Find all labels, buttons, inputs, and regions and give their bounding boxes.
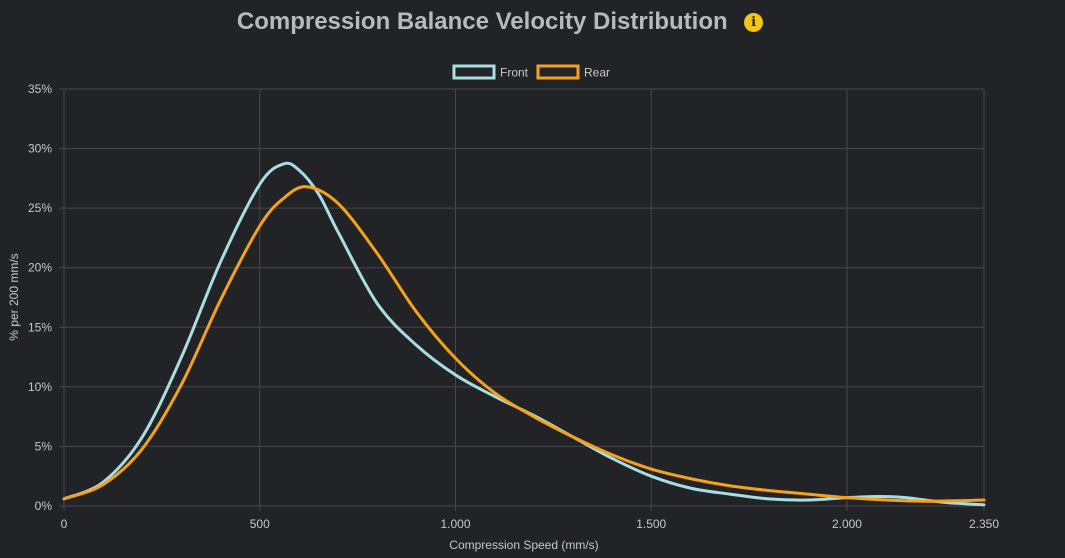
legend-label-rear: Rear bbox=[584, 66, 610, 80]
x-tick-label: 0 bbox=[61, 517, 68, 531]
y-axis-title: % per 200 mm/s bbox=[7, 253, 21, 340]
legend-swatch-front bbox=[452, 64, 496, 80]
x-tick-label: 2.000 bbox=[832, 517, 862, 531]
grid bbox=[63, 88, 985, 507]
front-series-line[interactable] bbox=[62, 161, 986, 507]
y-tick-label: 35% bbox=[28, 82, 52, 96]
y-tick-label: 25% bbox=[28, 201, 52, 215]
legend: Front Rear bbox=[452, 64, 610, 80]
x-axis-title: Compression Speed (mm/s) bbox=[449, 538, 598, 552]
x-tick-label: 500 bbox=[250, 517, 270, 531]
y-tick-label: 30% bbox=[28, 142, 52, 156]
x-tick-label: 1.000 bbox=[440, 517, 470, 531]
x-tick-label: 2.350 bbox=[969, 517, 999, 531]
legend-item-rear[interactable]: Rear bbox=[536, 64, 610, 80]
legend-label-front: Front bbox=[500, 66, 529, 80]
info-icon[interactable]: i bbox=[744, 12, 764, 32]
axes: 0% 5% 10% 15% 20% 25% 30% 35% 0 500 1.000 1.500 2.00… bbox=[28, 82, 999, 531]
y-tick-label: 10% bbox=[28, 380, 52, 394]
series-layer bbox=[62, 161, 986, 507]
chart-title: Compression Balance Velocity Distributio… bbox=[236, 8, 728, 35]
title-row: Compression Balance Velocity Distributio… bbox=[0, 8, 1000, 36]
legend-item-front[interactable]: Front bbox=[452, 64, 529, 80]
y-tick-label: 20% bbox=[28, 261, 52, 275]
legend-swatch-rear bbox=[536, 64, 580, 80]
y-tick-label: 5% bbox=[35, 439, 53, 453]
y-tick-label: 0% bbox=[35, 499, 53, 513]
x-tick-label: 1.500 bbox=[636, 517, 666, 531]
rear-series-line[interactable] bbox=[62, 185, 986, 503]
y-tick-label: 15% bbox=[28, 320, 52, 334]
